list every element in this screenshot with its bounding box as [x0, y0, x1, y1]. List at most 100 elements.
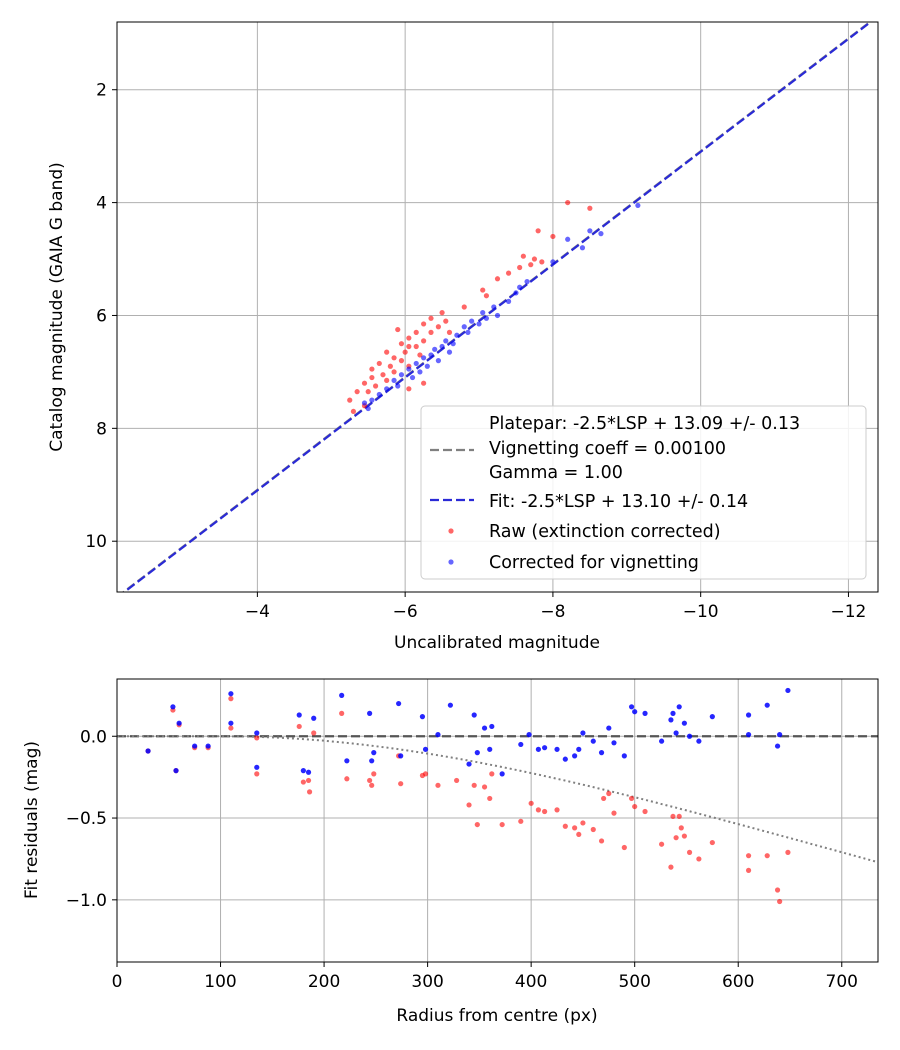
raw-residual-point [681, 833, 687, 839]
raw-residual-point [673, 835, 679, 841]
raw-residual-point [601, 795, 607, 802]
corrected-point [439, 343, 445, 350]
raw-point [421, 380, 427, 386]
top-xtick-label: −12 [831, 602, 867, 622]
corrected-point [398, 372, 405, 378]
raw-residual-point [777, 898, 783, 905]
top-xtick-label: −4 [245, 602, 270, 622]
raw-point [435, 324, 441, 330]
bottom-chart: 0 100 200 300 400 500 600 700 0.0 −0.5 −1.0 Radius… [22, 678, 879, 1026]
bottom-scatter-points [145, 687, 791, 905]
corrected-residual-point [535, 746, 541, 752]
raw-residual-point [668, 864, 674, 870]
corrected-residual-point [419, 714, 426, 720]
corrected-residual-point [668, 717, 674, 723]
raw-point [535, 228, 541, 234]
corrected-point [421, 355, 427, 361]
raw-residual-point [580, 820, 586, 826]
legend-corrected-marker [448, 559, 454, 565]
corrected-residual-point [611, 740, 617, 746]
raw-residual-point [785, 849, 791, 855]
corrected-point [461, 324, 467, 330]
top-ytick-label: 8 [96, 419, 107, 439]
raw-residual-point [576, 831, 582, 838]
raw-residual-point [562, 823, 568, 829]
corrected-residual-point [774, 743, 781, 749]
corrected-point [361, 400, 368, 406]
corrected-residual-point [435, 732, 441, 738]
raw-residual-point [398, 781, 404, 787]
raw-residual-point [367, 777, 373, 784]
corrected-residual-point [305, 769, 312, 775]
raw-residual-point [300, 779, 306, 785]
corrected-point [565, 236, 571, 242]
raw-residual-point [774, 887, 781, 893]
corrected-residual-point [422, 746, 429, 752]
corrected-residual-point [371, 750, 377, 756]
raw-residual-point [628, 795, 635, 802]
bottom-ytick-label: −1.0 [66, 891, 107, 911]
corrected-point [505, 298, 512, 304]
corrected-residual-point [686, 733, 693, 739]
raw-residual-point [481, 784, 488, 790]
legend-label-gamma: Gamma = 1.00 [489, 463, 623, 483]
corrected-residual-point [606, 725, 612, 731]
raw-residual-point [542, 808, 548, 815]
corrected-point [417, 369, 423, 375]
raw-residual-point [489, 771, 495, 777]
raw-residual-point [344, 776, 350, 782]
corrected-residual-point [396, 700, 402, 707]
raw-point [439, 310, 445, 316]
raw-point [428, 315, 434, 321]
raw-residual-point [422, 771, 429, 777]
bottom-tick-labels: 0 100 200 300 400 500 600 700 0.0 −0.5 −1.0 [66, 727, 858, 992]
legend: Platepar: -2.5*LSP + 13.09 +/- 0.13 Vign… [420, 405, 867, 580]
raw-point [539, 259, 545, 265]
raw-point [413, 329, 419, 335]
raw-residual-point [369, 782, 375, 788]
corrected-residual-point [170, 704, 176, 710]
top-y-axis-label: Catalog magnitude (GAIA G band) [47, 162, 67, 452]
bottom-xtick-label: 100 [204, 972, 236, 992]
top-ytick-label: 4 [96, 194, 107, 214]
corrected-point [409, 374, 416, 381]
top-tick-labels: −4 −6 −8 −10 −12 2 4 6 8 10 [85, 81, 866, 622]
corrected-point [491, 304, 497, 310]
corrected-residual-point [296, 712, 302, 718]
corrected-residual-point [367, 710, 373, 716]
corrected-residual-point [499, 771, 505, 777]
top-x-axis-label: Uncalibrated magnitude [394, 633, 600, 653]
raw-point [347, 397, 353, 403]
raw-residual-point [254, 771, 260, 777]
raw-point [402, 349, 408, 355]
corrected-residual-point [518, 741, 524, 748]
corrected-residual-point [228, 720, 234, 726]
corrected-residual-point [632, 709, 638, 715]
corrected-point [406, 366, 412, 372]
corrected-residual-point [681, 720, 687, 726]
raw-residual-point [621, 844, 627, 851]
corrected-residual-point [344, 758, 350, 764]
raw-residual-point [435, 782, 441, 788]
corrected-residual-point [628, 704, 635, 710]
bottom-ytick-label: −0.5 [66, 809, 107, 829]
bottom-plot-frame [116, 678, 879, 963]
legend-label-vignetting: Vignetting coeff = 0.00100 [489, 439, 726, 459]
raw-residual-point [686, 849, 693, 855]
raw-point [387, 363, 393, 369]
top-chart: −4 −6 −8 −10 −12 2 4 6 8 10 Uncalibrated magnitud… [47, 21, 879, 653]
top-scatter-points [347, 199, 641, 415]
corrected-residual-point [481, 725, 488, 731]
raw-residual-point [311, 730, 317, 736]
raw-point [461, 304, 467, 310]
raw-point [380, 372, 386, 378]
corrected-point [413, 360, 419, 367]
corrected-residual-point [580, 730, 586, 736]
top-ytick-label: 10 [85, 532, 107, 552]
bottom-xtick-label: 700 [826, 972, 858, 992]
corrected-residual-point [745, 732, 752, 738]
corrected-point [443, 338, 449, 344]
corrected-point [369, 397, 375, 403]
corrected-residual-point [764, 702, 770, 708]
raw-residual-point [535, 807, 541, 813]
